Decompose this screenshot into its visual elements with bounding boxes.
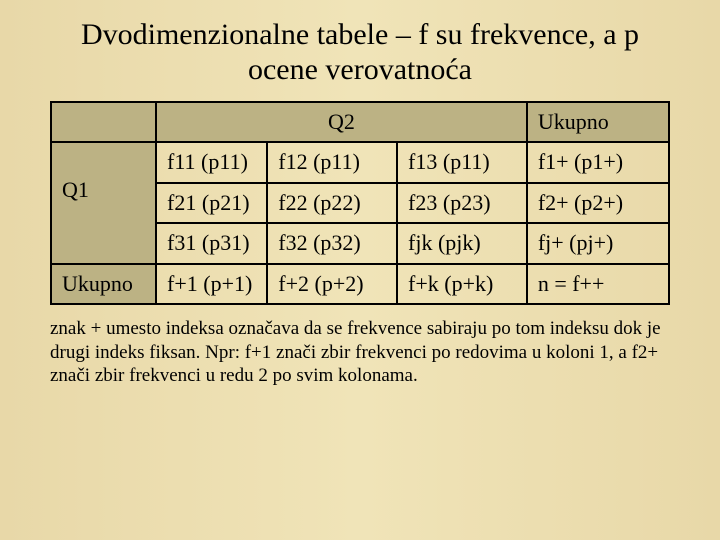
header-ukupno: Ukupno: [527, 102, 669, 142]
cell: f+k (p+k): [397, 264, 527, 304]
table-row: Q1 f11 (p11) f12 (p11) f13 (p11) f1+ (p1…: [51, 142, 669, 182]
cell: f+1 (p+1): [156, 264, 267, 304]
cell: fj+ (pj+): [527, 223, 669, 263]
rowheader-ukupno: Ukupno: [51, 264, 156, 304]
cell: f32 (p32): [267, 223, 397, 263]
cell: f1+ (p1+): [527, 142, 669, 182]
cell: f22 (p22): [267, 183, 397, 223]
cell: f2+ (p2+): [527, 183, 669, 223]
cell: f21 (p21): [156, 183, 267, 223]
slide-title: Dvodimenzionalne tabele – f su frekvence…: [50, 18, 670, 87]
slide-container: Dvodimenzionalne tabele – f su frekvence…: [0, 0, 720, 540]
frequency-table: Q2 Ukupno Q1 f11 (p11) f12 (p11) f13 (p1…: [50, 101, 670, 305]
header-empty-cell: [51, 102, 156, 142]
cell: f13 (p11): [397, 142, 527, 182]
cell: f11 (p11): [156, 142, 267, 182]
cell: fjk (pjk): [397, 223, 527, 263]
cell: f12 (p11): [267, 142, 397, 182]
table-header-row: Q2 Ukupno: [51, 102, 669, 142]
cell: f+2 (p+2): [267, 264, 397, 304]
rowheader-q1: Q1: [51, 142, 156, 263]
cell: n = f++: [527, 264, 669, 304]
cell: f31 (p31): [156, 223, 267, 263]
cell: f23 (p23): [397, 183, 527, 223]
header-q2: Q2: [156, 102, 527, 142]
footnote-text: znak + umesto indeksa označava da se fre…: [50, 317, 670, 388]
table-row: Ukupno f+1 (p+1) f+2 (p+2) f+k (p+k) n =…: [51, 264, 669, 304]
